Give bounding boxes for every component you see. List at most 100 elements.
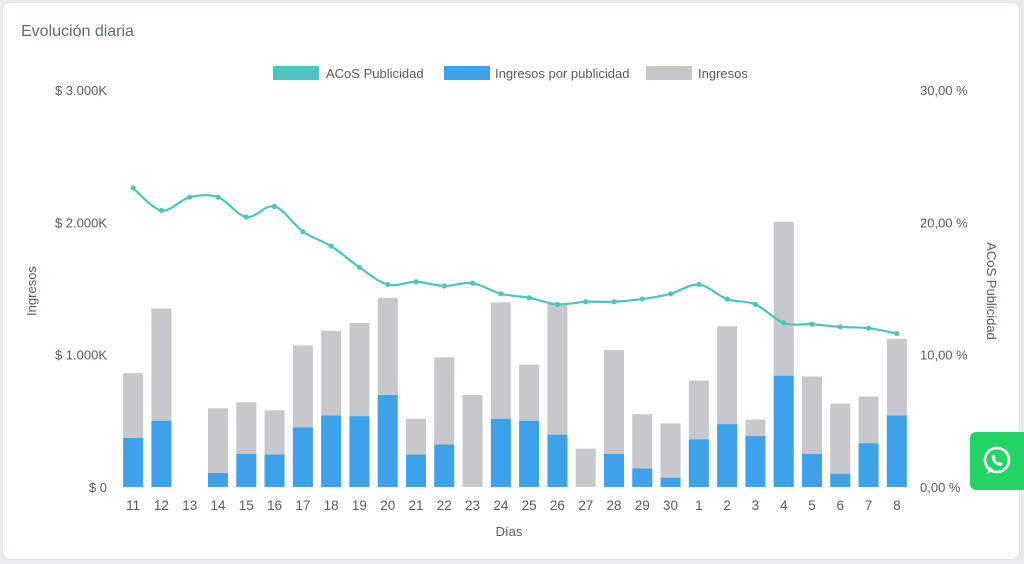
bar-ingresos <box>575 448 596 487</box>
bar-ingresos-publicidad <box>688 439 709 487</box>
x-tick-label: 8 <box>893 498 901 513</box>
legend-label: ACoS Publicidad <box>326 66 424 81</box>
x-axis-title: Días <box>496 524 523 539</box>
legend-label: Ingresos por publicidad <box>495 66 629 81</box>
x-tick-label: 26 <box>550 498 565 513</box>
acos-point <box>328 243 334 249</box>
x-tick-label: 20 <box>380 498 395 513</box>
y-axis-title: Ingresos <box>24 266 39 316</box>
acos-point <box>696 281 702 288</box>
y2-tick-label: 30,00 % <box>920 83 968 98</box>
acos-point <box>441 283 447 289</box>
acos-point <box>837 324 843 330</box>
bar-ingresos-publicidad <box>802 453 822 487</box>
acos-point <box>385 281 391 288</box>
acos-point <box>158 207 165 214</box>
bar-ingresos-publicidad <box>236 453 257 487</box>
bar-ingresos-publicidad <box>292 427 313 487</box>
legend-swatch <box>273 66 319 80</box>
acos-point <box>894 330 900 337</box>
acos-point <box>724 296 730 302</box>
x-tick-label: 22 <box>437 498 452 513</box>
y-tick-label: $ 1.000K <box>55 348 107 363</box>
bar-ingresos-publicidad <box>745 436 766 487</box>
x-tick-label: 7 <box>865 498 873 513</box>
x-tick-label: 30 <box>663 498 678 513</box>
acos-point <box>413 279 419 285</box>
bar-ingresos <box>462 395 483 487</box>
whatsapp-button[interactable] <box>970 432 1024 490</box>
bar-ingresos-publicidad <box>434 444 455 487</box>
x-tick-label: 13 <box>182 498 197 513</box>
x-tick-label: 5 <box>808 498 816 513</box>
x-tick-label: 23 <box>465 498 480 513</box>
acos-point <box>611 299 617 305</box>
x-tick-label: 1 <box>695 498 703 513</box>
acos-point <box>215 194 221 200</box>
acos-point <box>469 280 476 286</box>
bar-ingresos-publicidad <box>123 438 144 487</box>
x-tick-label: 16 <box>267 498 282 513</box>
y-tick-label: $ 0 <box>89 480 107 495</box>
legend-swatch <box>444 66 490 80</box>
card-title: Evolución diaria <box>21 23 134 40</box>
acos-point <box>752 301 759 307</box>
acos-point <box>356 264 363 270</box>
acos-point <box>865 325 872 331</box>
bar-ingresos <box>660 423 681 487</box>
bar-ingresos-publicidad <box>321 415 342 487</box>
x-tick-label: 27 <box>578 498 593 513</box>
x-tick-label: 15 <box>239 498 254 513</box>
bar-ingresos-publicidad <box>406 454 426 487</box>
bar-ingresos-publicidad <box>886 415 907 487</box>
bar-ingresos-publicidad <box>349 416 370 487</box>
acos-point <box>187 194 193 200</box>
x-tick-label: 24 <box>493 498 509 513</box>
x-tick-label: 6 <box>837 498 845 513</box>
bar-ingresos-publicidad <box>604 453 624 487</box>
x-tick-label: 4 <box>780 498 788 513</box>
x-tick-label: 21 <box>408 498 423 513</box>
bar-ingresos-publicidad <box>660 477 681 487</box>
acos-point <box>554 301 561 307</box>
y-tick-label: $ 2.000K <box>55 215 107 230</box>
y-tick-label: $ 3.000K <box>55 83 107 98</box>
acos-point <box>300 228 306 235</box>
legend-label: Ingresos <box>698 66 748 81</box>
bar-ingresos-publicidad <box>632 468 653 487</box>
x-tick-label: 3 <box>752 498 760 513</box>
bar-ingresos-publicidad <box>519 420 540 487</box>
acos-point <box>639 296 645 302</box>
acos-line <box>132 187 898 335</box>
bar-ingresos-publicidad <box>151 420 172 487</box>
x-tick-label: 11 <box>126 498 140 513</box>
bar-ingresos-publicidad <box>490 418 511 487</box>
y2-tick-label: 10,00 % <box>920 348 968 363</box>
y2-axis-title: ACoS Publicidad <box>984 242 999 340</box>
y2-tick-label: 0,00 % <box>920 480 961 495</box>
x-tick-label: 29 <box>635 498 650 513</box>
x-tick-label: 19 <box>352 498 367 513</box>
bar-ingresos-publicidad <box>208 473 228 487</box>
x-tick-label: 28 <box>606 498 621 513</box>
x-tick-label: 12 <box>154 498 169 513</box>
bar-ingresos-publicidad <box>547 434 568 487</box>
acos-point <box>583 299 589 305</box>
bar-ingresos-publicidad <box>773 375 794 487</box>
bar-ingresos <box>830 403 851 487</box>
bar-ingresos-publicidad <box>858 443 879 487</box>
x-tick-label: 14 <box>210 498 226 513</box>
acos-point <box>667 291 674 297</box>
bar-ingresos-publicidad <box>830 473 851 487</box>
bar-ingresos <box>604 350 624 487</box>
bar-ingresos-publicidad <box>264 454 285 487</box>
x-tick-label: 17 <box>295 498 310 513</box>
daily-evolution-chart: $ 0 $ 1.000K $ 2.000K $ 3.000K 0,00 % 10,00 %… <box>24 66 999 539</box>
y2-tick-label: 20,00 % <box>920 215 968 230</box>
bar-ingresos-publicidad <box>717 424 738 487</box>
legend-swatch <box>646 66 692 80</box>
acos-point <box>130 185 136 191</box>
acos-point <box>498 291 504 297</box>
bar-ingresos-publicidad <box>377 395 398 487</box>
